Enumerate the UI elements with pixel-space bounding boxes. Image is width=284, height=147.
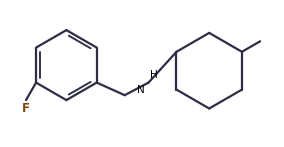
- Text: H: H: [150, 70, 158, 80]
- Text: N: N: [137, 85, 145, 95]
- Text: F: F: [22, 102, 30, 115]
